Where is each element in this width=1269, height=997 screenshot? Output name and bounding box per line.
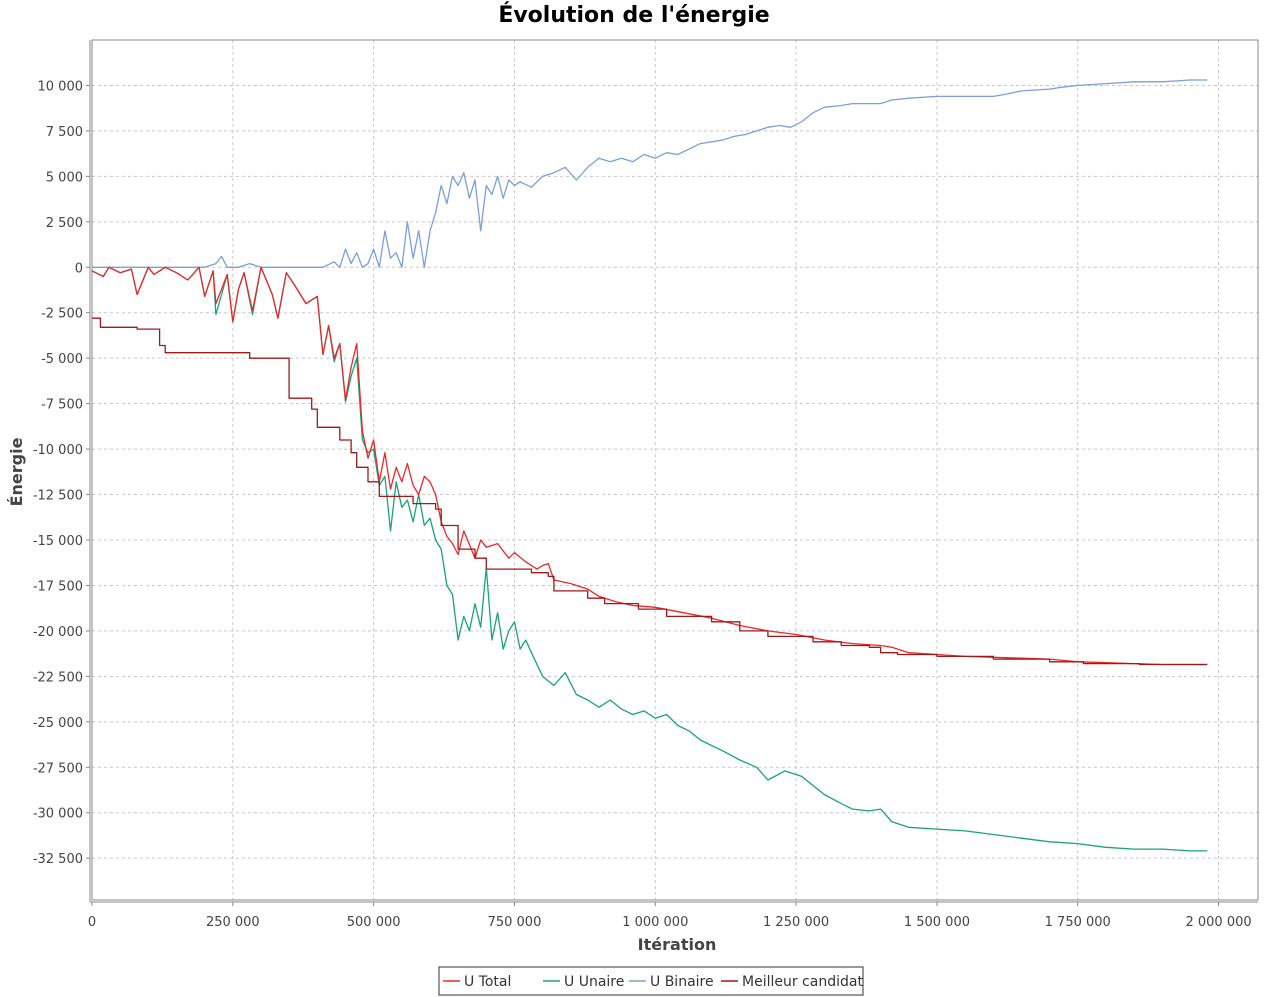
legend-label-meilleur-candidat: Meilleur candidat (742, 974, 863, 990)
y-tick-label: -32 500 (33, 852, 83, 867)
legend-label-u-binaire: U Binaire (650, 974, 714, 990)
series-line-u-binaire (92, 79, 1208, 268)
y-tick-label: -22 500 (33, 670, 83, 685)
y-tick-label: 0 (75, 261, 83, 276)
series-line-u-total (91, 266, 1208, 666)
y-tick-label: -27 500 (33, 761, 83, 776)
y-tick-label: -7 500 (41, 398, 83, 413)
x-tick-label: 0 (88, 915, 96, 930)
y-tick-label: -17 500 (33, 579, 83, 594)
plot-area (91, 39, 1259, 901)
grid-layer (91, 40, 1258, 900)
legend-label-u-total: U Total (464, 974, 511, 990)
x-tick-label: 500 000 (347, 915, 401, 930)
y-tick-label: -5 000 (41, 352, 83, 367)
y-tick-label: -15 000 (33, 534, 83, 549)
axis-layer: 0 250 000 500 000 750 000 1 000 000 1 250 000… (33, 40, 1258, 930)
y-tick-label: -2 500 (41, 307, 83, 322)
x-tick-label: 750 000 (488, 915, 542, 930)
y-tick-label: -25 000 (33, 716, 83, 731)
x-tick-label: 250 000 (206, 915, 260, 930)
y-tick-label: -30 000 (33, 807, 83, 822)
y-tick-label: 5 000 (46, 170, 83, 185)
legend: U Total U Unaire U Binaire Meilleur candida… (438, 966, 864, 996)
y-tick-label: 2 500 (46, 216, 83, 231)
legend-label-u-unaire: U Unaire (564, 974, 624, 990)
x-tick-label: 2 000 000 (1185, 915, 1251, 930)
chart-title: Évolution de l'énergie (498, 2, 769, 28)
y-axis-label: Énergie (7, 437, 26, 506)
x-tick-label: 1 500 000 (904, 915, 970, 930)
x-tick-label: 1 250 000 (763, 915, 829, 930)
x-axis-label: Itération (638, 935, 717, 954)
y-tick-label: 7 500 (46, 125, 83, 140)
x-tick-label: 1 000 000 (622, 915, 688, 930)
x-tick-label: 1 750 000 (1045, 915, 1111, 930)
y-tick-label: 10 000 (38, 79, 84, 94)
series-line-meilleur-candidat (92, 317, 1208, 666)
series-layer (91, 79, 1208, 852)
series-line-u-unaire (91, 266, 1208, 852)
y-tick-label: -12 500 (33, 489, 83, 504)
y-tick-label: -10 000 (33, 443, 83, 458)
y-tick-label: -20 000 (33, 625, 83, 640)
legend-box (438, 966, 864, 996)
